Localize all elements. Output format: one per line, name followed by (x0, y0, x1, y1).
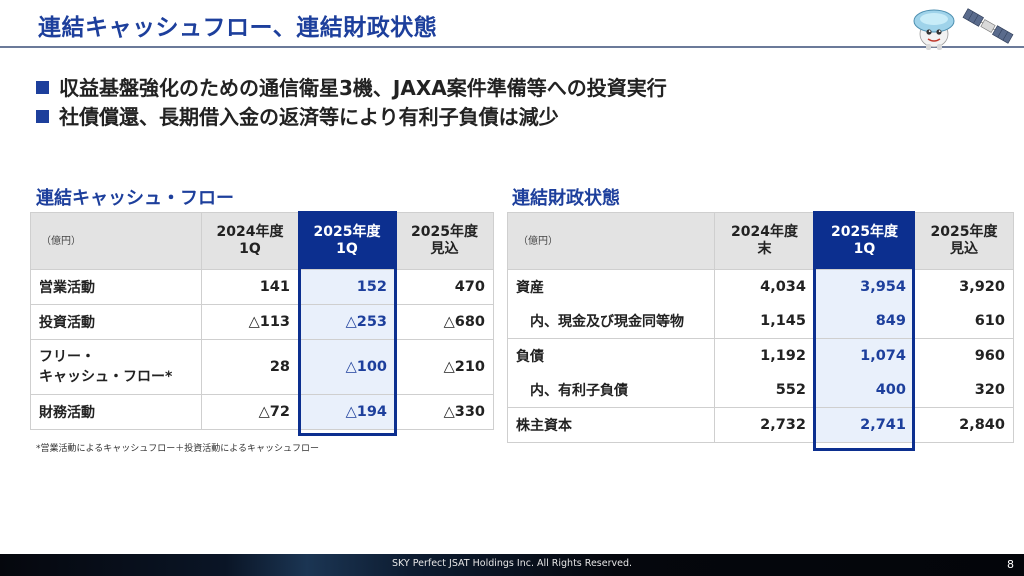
bullet-text: 社債償還、長期借入金の返済等により有利子負債は減少 (59, 105, 559, 129)
row-label: 財務活動 (30, 394, 202, 430)
column-header-2025-forecast: 2025年度 見込 (914, 212, 1014, 270)
cell-value-highlight: 3,954 (814, 269, 915, 304)
table-row: 内、有利子負債 552 400 320 (507, 373, 1014, 408)
cell-value-highlight: 1,074 (814, 338, 915, 373)
cell-value: △330 (395, 394, 494, 430)
bullet-item: 社債償還、長期借入金の返済等により有利子負債は減少 (36, 103, 667, 132)
cell-value: 28 (201, 339, 299, 395)
row-label: 営業活動 (30, 269, 202, 305)
cash-flow-section-title: 連結キャッシュ・フロー (36, 188, 234, 209)
cash-flow-header-row: （億円） 2024年度 1Q 2025年度 1Q 2025年度 見込 (30, 212, 494, 270)
balance-sheet-section-title: 連結財政状態 (512, 188, 620, 209)
column-header-2025-1q: 2025年度 1Q (298, 212, 396, 270)
title-divider (0, 46, 1024, 48)
cell-value: 610 (914, 304, 1014, 339)
cell-value: 4,034 (714, 269, 815, 304)
row-label: 内、有利子負債 (507, 373, 715, 408)
cell-value: 2,840 (914, 407, 1014, 443)
column-header-2024-1q: 2024年度 1Q (201, 212, 299, 270)
slide-title: 連結キャッシュフロー、連結財政状態 (38, 15, 438, 41)
balance-sheet-header-row: （億円） 2024年度末 2025年度 1Q 2025年度 見込 (507, 212, 1014, 270)
cell-value: 552 (714, 373, 815, 408)
cell-value: 3,920 (914, 269, 1014, 304)
cell-value: △113 (201, 304, 299, 340)
table-row: 株主資本 2,732 2,741 2,840 (507, 407, 1014, 443)
column-header-2025-forecast: 2025年度 見込 (395, 212, 494, 270)
cell-value: 320 (914, 373, 1014, 408)
table-row: フリー・ キャッシュ・フロー* 28 △100 △210 (30, 339, 494, 395)
cell-value: 960 (914, 338, 1014, 373)
square-bullet-icon (36, 81, 49, 94)
cell-value: 141 (201, 269, 299, 305)
table-row: 財務活動 △72 △194 △330 (30, 394, 494, 430)
column-header-2025-1q: 2025年度 1Q (814, 212, 915, 270)
table-row: 投資活動 △113 △253 △680 (30, 304, 494, 340)
cell-value: 1,145 (714, 304, 815, 339)
cell-value: △72 (201, 394, 299, 430)
footnote: *営業活動によるキャッシュフロー＋投資活動によるキャッシュフロー (36, 444, 319, 454)
balance-sheet-table: （億円） 2024年度末 2025年度 1Q 2025年度 見込 資産 4,034 … (507, 212, 1014, 443)
table-row: 負債 1,192 1,074 960 (507, 338, 1014, 373)
column-header-2024-end: 2024年度末 (714, 212, 815, 270)
copyright-text: SKY Perfect JSAT Holdings Inc. All Right… (391, 558, 633, 569)
bullet-text: 収益基盤強化のための通信衛星3機、JAXA案件準備等への投資実行 (59, 76, 667, 100)
cell-value-highlight: 152 (298, 269, 396, 305)
cell-value-highlight: △253 (298, 304, 396, 340)
unit-label: （億円） (507, 212, 715, 270)
row-label: 投資活動 (30, 304, 202, 340)
row-label: 資産 (507, 269, 715, 304)
footer-bar: SKY Perfect JSAT Holdings Inc. All Right… (0, 554, 1024, 576)
cell-value-highlight: 849 (814, 304, 915, 339)
cell-value-highlight: 400 (814, 373, 915, 408)
cell-value-highlight: △194 (298, 394, 396, 430)
page-number: 8 (1007, 558, 1014, 571)
summary-bullets: 収益基盤強化のための通信衛星3機、JAXA案件準備等への投資実行 社債償還、長期… (36, 74, 667, 132)
mascot-satellite-illustration (913, 8, 1014, 50)
table-row: 営業活動 141 152 470 (30, 269, 494, 305)
cell-value-highlight: 2,741 (814, 407, 915, 443)
cell-value: 470 (395, 269, 494, 305)
table-row: 内、現金及び現金同等物 1,145 849 610 (507, 304, 1014, 339)
table-row: 資産 4,034 3,954 3,920 (507, 269, 1014, 304)
row-label: 株主資本 (507, 407, 715, 443)
row-label: フリー・ キャッシュ・フロー* (30, 339, 202, 395)
cash-flow-table: （億円） 2024年度 1Q 2025年度 1Q 2025年度 見込 営業活動 141… (30, 212, 494, 430)
cell-value: 1,192 (714, 338, 815, 373)
square-bullet-icon (36, 110, 49, 123)
row-label: 負債 (507, 338, 715, 373)
cell-value: 2,732 (714, 407, 815, 443)
cell-value: △210 (395, 339, 494, 395)
cell-value: △680 (395, 304, 494, 340)
unit-label: （億円） (30, 212, 202, 270)
bullet-item: 収益基盤強化のための通信衛星3機、JAXA案件準備等への投資実行 (36, 74, 667, 103)
cell-value-highlight: △100 (298, 339, 396, 395)
row-label: 内、現金及び現金同等物 (507, 304, 715, 339)
